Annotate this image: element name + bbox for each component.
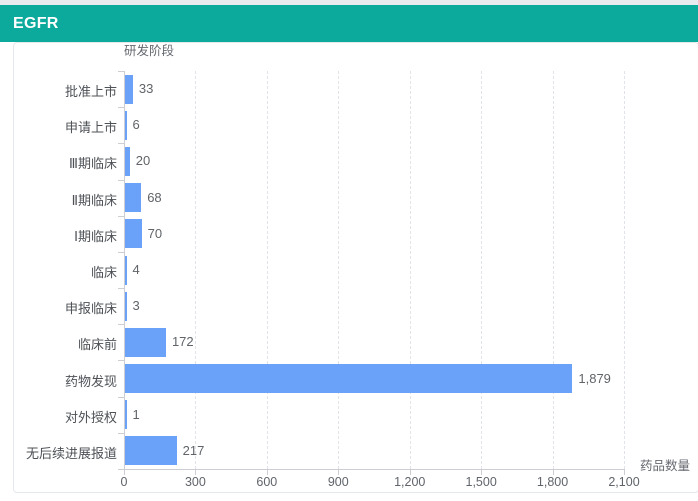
y-axis-name: 研发阶段 bbox=[124, 44, 175, 58]
y-axis-tick bbox=[118, 324, 124, 326]
gridline bbox=[552, 71, 554, 469]
value-label: 172 bbox=[171, 334, 194, 350]
value-label: 6 bbox=[132, 117, 140, 133]
category-label: 临床 bbox=[90, 265, 117, 280]
x-axis-tick bbox=[409, 470, 411, 475]
value-label: 70 bbox=[147, 225, 163, 241]
gridline bbox=[481, 71, 483, 469]
category-label: 临床前 bbox=[77, 337, 117, 353]
x-tick-label: 2,100 bbox=[608, 475, 640, 489]
value-label: 217 bbox=[182, 442, 205, 458]
x-tick-label: 1,500 bbox=[465, 475, 497, 489]
category-label: Ⅰ期临床 bbox=[74, 228, 117, 244]
y-axis-tick bbox=[118, 469, 124, 470]
x-axis-tick bbox=[481, 470, 483, 475]
y-axis-tick bbox=[118, 179, 124, 181]
category-label: 对外授权 bbox=[64, 409, 117, 425]
bar[interactable] bbox=[125, 255, 127, 285]
bar[interactable] bbox=[125, 436, 177, 466]
y-axis-tick bbox=[118, 107, 124, 109]
category-label: Ⅲ期临床 bbox=[69, 156, 117, 172]
panel-header: EGFR bbox=[0, 5, 698, 42]
x-axis-tick bbox=[552, 470, 554, 475]
x-tick-label: 0 bbox=[120, 475, 128, 489]
value-label: 1,879 bbox=[578, 370, 611, 386]
bar[interactable] bbox=[125, 74, 133, 104]
value-label: 20 bbox=[135, 153, 151, 169]
x-axis-tick bbox=[195, 470, 197, 475]
gridline bbox=[195, 71, 197, 469]
bar[interactable] bbox=[125, 364, 573, 394]
x-axis-tick bbox=[124, 470, 125, 475]
y-axis-tick bbox=[118, 288, 124, 290]
x-tick-label: 300 bbox=[184, 475, 206, 489]
value-label: 68 bbox=[147, 189, 162, 205]
y-axis-tick bbox=[118, 396, 124, 398]
gridline bbox=[624, 71, 625, 469]
bar[interactable] bbox=[125, 400, 127, 430]
category-label: 申报临床 bbox=[64, 301, 117, 317]
value-label: 1 bbox=[132, 406, 140, 422]
x-axis-line bbox=[124, 469, 625, 470]
page-top-strip bbox=[0, 0, 698, 5]
gridline bbox=[266, 71, 268, 469]
chart-card: 研发阶段 药品数量 0 300 600 900 1,200 1,500 1,800 2,100… bbox=[13, 42, 698, 493]
panel-title: EGFR bbox=[13, 14, 59, 32]
gridline bbox=[338, 71, 340, 469]
y-axis-tick bbox=[118, 71, 124, 72]
category-label: 药物发现 bbox=[64, 373, 117, 389]
x-tick-label: 1,800 bbox=[536, 475, 569, 489]
value-label: 4 bbox=[132, 262, 140, 277]
bar[interactable] bbox=[125, 327, 166, 357]
y-axis-tick bbox=[118, 215, 124, 217]
x-axis-tick bbox=[338, 470, 340, 475]
x-tick-label: 600 bbox=[256, 475, 278, 489]
value-label: 33 bbox=[138, 81, 154, 97]
y-axis-tick bbox=[118, 432, 124, 434]
x-tick-label: 900 bbox=[327, 475, 349, 489]
bar[interactable] bbox=[125, 110, 127, 140]
y-axis-tick bbox=[118, 251, 124, 253]
gridline bbox=[409, 71, 411, 469]
y-axis-tick bbox=[118, 360, 124, 362]
category-label: 申请上市 bbox=[64, 120, 117, 136]
x-axis-tick bbox=[266, 470, 268, 475]
value-label: 3 bbox=[132, 298, 140, 314]
y-axis-tick bbox=[118, 143, 124, 145]
bar[interactable] bbox=[125, 291, 127, 321]
x-axis-name: 药品数量 bbox=[639, 459, 690, 473]
bar[interactable] bbox=[125, 219, 142, 249]
bar[interactable] bbox=[125, 146, 130, 176]
category-label: 批准上市 bbox=[64, 84, 117, 100]
x-axis-tick bbox=[624, 470, 625, 475]
category-label: 无后续进展报道 bbox=[25, 445, 117, 461]
y-axis-line bbox=[124, 71, 125, 469]
x-tick-label: 1,200 bbox=[394, 475, 426, 489]
category-label: Ⅱ期临床 bbox=[71, 192, 117, 208]
bar[interactable] bbox=[125, 183, 142, 213]
